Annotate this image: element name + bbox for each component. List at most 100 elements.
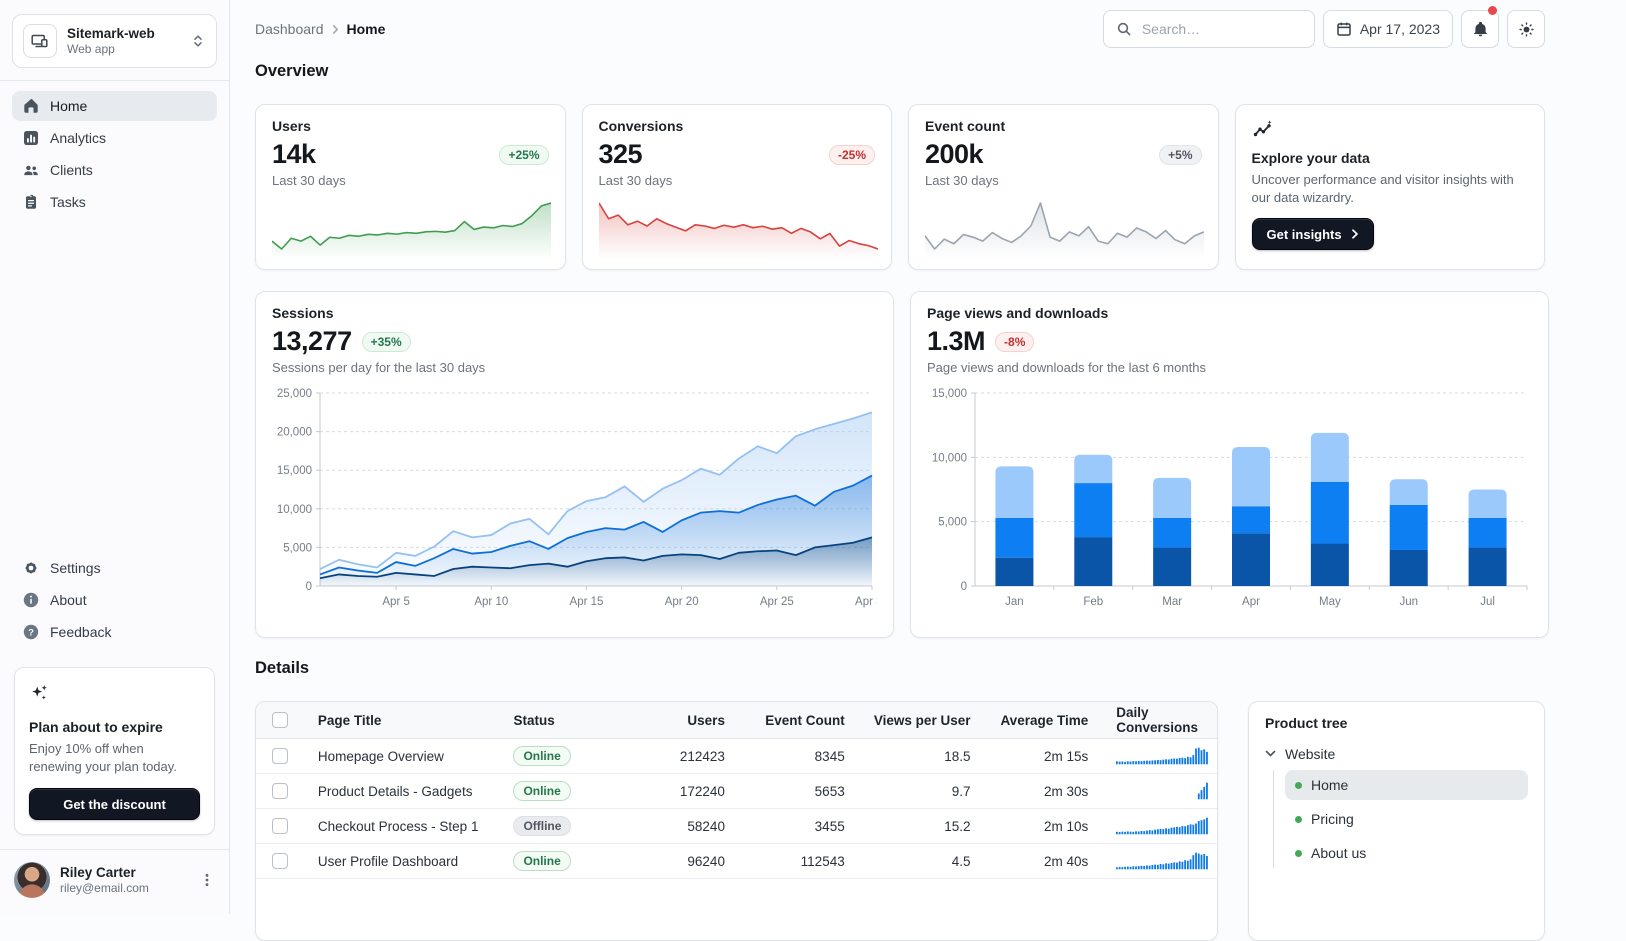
column-header-page-title[interactable]: Page Title [304, 713, 500, 728]
svg-text:Apr 30: Apr 30 [855, 596, 877, 608]
table-header-row: Page Title Status Users Event Count View… [256, 702, 1217, 739]
column-header-average-time[interactable]: Average Time [984, 713, 1102, 728]
daily-conversions-sparkbar [1102, 815, 1217, 837]
chevron-down-icon [1265, 750, 1276, 758]
search-input[interactable] [1140, 20, 1325, 38]
column-header-views-per-user[interactable]: Views per User [859, 713, 985, 728]
eventcount-card[interactable]: Event count 200k +5% Last 30 days [908, 104, 1219, 270]
users-trend-chip: +25% [499, 145, 548, 165]
tree-item-label: Home [1311, 777, 1348, 793]
status-badge: Online [513, 851, 570, 871]
svg-text:10,000: 10,000 [932, 452, 967, 464]
cell-views-per-user: 4.5 [859, 854, 985, 869]
tree-item-label: Website [1285, 746, 1335, 762]
cell-page-title: Product Details - Gadgets [304, 784, 500, 799]
chevron-right-icon [1351, 229, 1359, 239]
notifications-button[interactable] [1461, 10, 1499, 48]
sidebar-item-settings[interactable]: Settings [12, 553, 217, 583]
product-tree-title: Product tree [1265, 715, 1528, 731]
column-header-event-count[interactable]: Event Count [739, 713, 859, 728]
cell-average-time: 2m 40s [984, 854, 1102, 869]
sessions-card: Sessions 13,277 +35% Sessions per day fo… [255, 291, 894, 638]
svg-text:Feb: Feb [1083, 596, 1103, 608]
user-menu-button[interactable] [199, 872, 215, 888]
plan-expiry-card: Plan about to expire Enjoy 10% off when … [14, 667, 215, 835]
sidebar-item-label: Clients [50, 162, 93, 178]
svg-text:5,000: 5,000 [938, 517, 967, 529]
row-checkbox[interactable] [272, 818, 288, 834]
column-header-daily-conversions[interactable]: Daily Conversions [1102, 705, 1217, 735]
cell-average-time: 2m 15s [984, 749, 1102, 764]
card-caption: Last 30 days [925, 173, 1202, 188]
svg-text:20,000: 20,000 [277, 427, 312, 439]
row-checkbox[interactable] [272, 783, 288, 799]
tree-item-pricing[interactable]: Pricing [1285, 804, 1528, 834]
workspace-select[interactable]: Sitemark-web Web app [12, 14, 217, 68]
overview-title: Overview [255, 62, 328, 81]
svg-text:Mar: Mar [1162, 596, 1182, 608]
sidebar-item-feedback[interactable]: ? Feedback [12, 617, 217, 647]
sidebar-item-home[interactable]: Home [12, 91, 217, 121]
explore-data-card: Explore your data Uncover performance an… [1235, 104, 1546, 270]
eventcount-trend-chip: +5% [1159, 145, 1201, 165]
row-checkbox[interactable] [272, 748, 288, 764]
users-value: 14k [272, 139, 316, 170]
svg-text:Apr 5: Apr 5 [382, 596, 410, 608]
cell-users: 96240 [629, 854, 739, 869]
column-header-status[interactable]: Status [499, 713, 629, 728]
daily-conversions-sparkbar [1102, 745, 1217, 767]
svg-text:5,000: 5,000 [283, 542, 312, 554]
theme-toggle-button[interactable] [1507, 10, 1545, 48]
daily-conversions-sparkbar [1102, 780, 1217, 802]
calendar-icon [1336, 21, 1352, 37]
cell-page-title: Checkout Process - Step 1 [304, 819, 500, 834]
analytics-icon [22, 129, 40, 147]
get-discount-button[interactable]: Get the discount [29, 788, 200, 820]
select-all-checkbox[interactable] [272, 712, 288, 728]
sidebar-item-analytics[interactable]: Analytics [12, 123, 217, 153]
column-header-users[interactable]: Users [629, 713, 739, 728]
date-label: Apr 17, 2023 [1360, 21, 1440, 37]
devices-icon [23, 24, 57, 58]
cell-page-title: User Profile Dashboard [304, 854, 500, 869]
row-checkbox[interactable] [272, 853, 288, 869]
sidebar-nav-secondary: Settings About ? Feedback [0, 543, 229, 657]
tree-item-website[interactable]: Website [1265, 739, 1528, 769]
tree-item-about-us[interactable]: About us [1285, 838, 1528, 868]
breadcrumb-dashboard[interactable]: Dashboard [255, 21, 324, 37]
date-picker-button[interactable]: Apr 17, 2023 [1323, 10, 1453, 48]
search-box [1103, 10, 1315, 48]
users-card[interactable]: Users 14k +25% Last 30 days [255, 104, 566, 270]
sidebar-item-label: Settings [50, 560, 101, 576]
pageviews-trend-chip: -8% [995, 332, 1034, 352]
sidebar-item-label: Tasks [50, 194, 86, 210]
sidebar-item-tasks[interactable]: Tasks [12, 187, 217, 217]
svg-text:Apr 20: Apr 20 [665, 596, 699, 608]
sun-icon [1518, 21, 1535, 38]
cell-views-per-user: 9.7 [859, 784, 985, 799]
svg-text:May: May [1319, 596, 1341, 608]
tree-dot-icon [1295, 816, 1302, 823]
get-insights-button[interactable]: Get insights [1252, 218, 1374, 250]
plan-card-body: Enjoy 10% off when renewing your plan to… [29, 740, 200, 776]
conversions-card[interactable]: Conversions 325 -25% Last 30 days [582, 104, 893, 270]
conversions-value: 325 [599, 139, 643, 170]
tree-item-home[interactable]: Home [1285, 770, 1528, 800]
bell-icon [1472, 21, 1489, 38]
sidebar-item-clients[interactable]: Clients [12, 155, 217, 185]
pageviews-title: Page views and downloads [927, 305, 1532, 321]
workspace-type: Web app [67, 42, 180, 57]
sidebar-item-about[interactable]: About [12, 585, 217, 615]
stat-cards-row: Users 14k +25% Last 30 days Conversions … [255, 104, 1545, 270]
help-icon: ? [22, 623, 40, 641]
tree-item-label: Pricing [1311, 811, 1354, 827]
avatar[interactable] [14, 862, 50, 898]
user-footer: Riley Carter riley@email.com [0, 849, 229, 914]
svg-text:0: 0 [961, 581, 967, 593]
